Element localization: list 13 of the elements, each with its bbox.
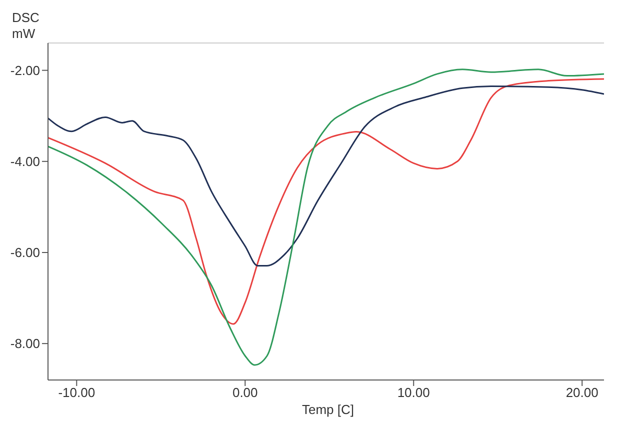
y-tick-label: -2.00 <box>10 62 40 78</box>
y-tick-label: -4.00 <box>10 154 40 170</box>
x-axis-title: Temp [C] <box>300 402 355 418</box>
x-tick-label: -10.00 <box>58 385 96 400</box>
x-tick-label: 0.00 <box>232 385 258 400</box>
y-tick-label: -6.00 <box>10 245 40 260</box>
line-series <box>48 68 604 366</box>
line-series <box>48 86 604 266</box>
x-tick-label: 10.00 <box>397 385 430 400</box>
x-tick-label: 20.00 <box>566 385 598 400</box>
y-tick-label: -8.00 <box>10 336 40 352</box>
line-series <box>48 78 604 325</box>
y-axis-title: DSC mW <box>12 10 40 42</box>
